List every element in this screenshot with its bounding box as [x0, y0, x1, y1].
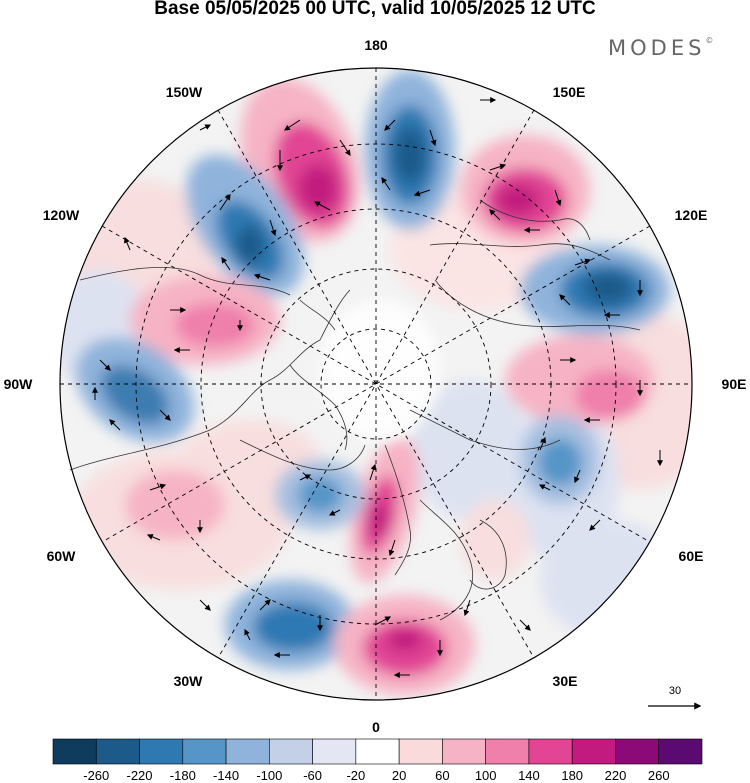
colorbar-tick-label: -100 — [256, 768, 282, 783]
colorbar-swatch — [225, 738, 270, 765]
lon-label-30e: 30E — [553, 673, 578, 689]
colorbar-swatch — [398, 738, 443, 765]
colorbar-swatch — [312, 738, 357, 765]
colorbar-tick-label: 220 — [605, 768, 627, 783]
colorbar-tick-label: -140 — [213, 768, 239, 783]
colorbar-swatch — [269, 738, 313, 765]
reference-vector: 30 — [648, 685, 702, 710]
lon-label-150e: 150E — [553, 84, 586, 100]
colorbar-swatch — [528, 738, 573, 765]
lon-label-150w: 150W — [166, 84, 203, 100]
colorbar-tick-label: -60 — [303, 768, 322, 783]
colorbar-swatch — [615, 738, 660, 765]
lon-label-0: 0 — [372, 719, 380, 735]
wind-vectors — [92, 97, 663, 678]
brand-text: MODES — [608, 36, 706, 60]
lon-label-180: 180 — [364, 37, 388, 53]
colorbar-swatch — [571, 738, 616, 765]
colorbar-swatch — [442, 738, 486, 765]
colorbar-tick-label: 140 — [518, 768, 540, 783]
reference-vector-label: 30 — [669, 685, 681, 697]
coastlines — [69, 199, 641, 621]
lon-label-60e: 60E — [679, 548, 704, 564]
colorbar-swatch — [355, 738, 400, 765]
colorbar-swatch — [485, 738, 530, 765]
colorbar-tick-label: -20 — [346, 768, 365, 783]
colorbar-tick-label: 260 — [648, 768, 670, 783]
colorbar-tick-label: -260 — [83, 768, 109, 783]
lon-label-120e: 120E — [675, 207, 708, 223]
colorbar-tick-label: -180 — [170, 768, 196, 783]
colorbar-tick-label: 20 — [392, 768, 406, 783]
lon-label-90w: 90W — [4, 376, 34, 392]
lon-label-30w: 30W — [174, 673, 204, 689]
modes-logo: MODES© — [608, 36, 714, 60]
map-title: Base 05/05/2025 00 UTC, valid 10/05/2025… — [154, 0, 596, 19]
lon-label-120w: 120W — [43, 207, 80, 223]
colorbar-swatch — [182, 738, 227, 765]
lon-label-60w: 60W — [47, 548, 77, 564]
colorbar-tick-label: 100 — [475, 768, 497, 783]
colorbar-swatch — [52, 738, 97, 765]
colorbar-swatch — [658, 738, 703, 765]
colorbar-tick-label: 180 — [561, 768, 583, 783]
colorbar-tick-label: -220 — [127, 768, 153, 783]
map-boundary — [59, 67, 693, 701]
lon-label-90e: 90E — [722, 376, 747, 392]
colorbar: -260 -220 -180 -140 -100 -60 -20 20 60 100 140 180 2… — [52, 738, 703, 783]
anomaly-field — [60, 68, 692, 700]
colorbar-tick-label: 60 — [435, 768, 449, 783]
colorbar-swatch — [139, 738, 184, 765]
colorbar-swatch — [95, 738, 140, 765]
